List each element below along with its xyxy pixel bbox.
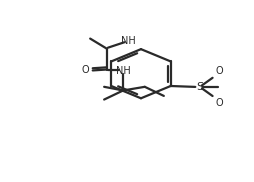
Text: NH: NH — [121, 36, 136, 46]
Text: O: O — [215, 98, 223, 108]
Text: O: O — [81, 65, 89, 75]
Text: NH: NH — [116, 66, 131, 76]
Text: O: O — [215, 66, 223, 76]
Text: S: S — [196, 82, 203, 92]
